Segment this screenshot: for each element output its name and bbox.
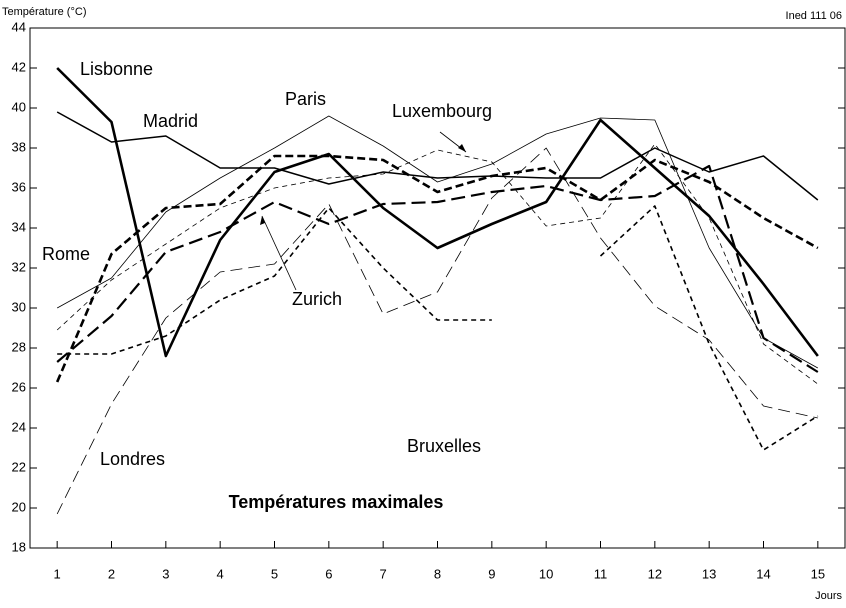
x-tick-label: 4 — [217, 566, 224, 581]
x-tick-label: 3 — [162, 566, 169, 581]
y-tick-label: 44 — [12, 19, 26, 34]
y-tick-label: 34 — [12, 219, 26, 234]
y-tick-label: 26 — [12, 379, 26, 394]
series-line — [56, 115, 819, 369]
series-label: Lisbonne — [80, 59, 153, 79]
y-tick-label: 32 — [12, 259, 26, 274]
luxembourg-arrowhead — [458, 144, 466, 152]
series-line — [57, 207, 492, 355]
source: Ined 111 06 — [786, 10, 842, 22]
series-label: Zurich — [292, 289, 342, 309]
y-tick-label: 36 — [12, 179, 26, 194]
series-label: Luxembourg — [392, 101, 492, 121]
x-tick-label: 7 — [380, 566, 387, 581]
x-axis-label: Jours — [815, 590, 842, 602]
series-line — [55, 154, 819, 383]
series-label: Paris — [285, 89, 326, 109]
y-tick-label: 22 — [12, 459, 26, 474]
x-tick-label: 8 — [434, 566, 441, 581]
series-line — [56, 143, 819, 385]
series-label: Bruxelles — [407, 436, 481, 456]
y-tick-label: 42 — [12, 59, 26, 74]
series-label: Madrid — [143, 111, 198, 131]
x-tick-label: 11 — [594, 566, 608, 581]
zurich-arrowhead — [260, 216, 265, 225]
y-tick-label: 38 — [12, 139, 26, 154]
series-line — [56, 111, 819, 201]
y-tick-label: 40 — [12, 99, 26, 114]
series-line — [56, 164, 819, 373]
x-tick-label: 12 — [648, 566, 662, 581]
series-label: Londres — [100, 449, 165, 469]
zurich-arrow — [261, 215, 297, 291]
y-axis-label: Température (°C) — [2, 6, 86, 18]
series-line — [56, 67, 819, 358]
y-tick-label: 28 — [12, 339, 26, 354]
chart-title: Températures maximales — [229, 492, 444, 512]
y-tick-label: 24 — [12, 419, 26, 434]
x-tick-label: 9 — [488, 566, 495, 581]
x-tick-label: 5 — [271, 566, 278, 581]
series-line — [599, 205, 819, 451]
x-tick-label: 1 — [54, 566, 61, 581]
y-tick-label: 18 — [12, 539, 26, 554]
y-tick-label: 30 — [12, 299, 26, 314]
x-tick-label: 6 — [325, 566, 332, 581]
x-tick-label: 14 — [756, 566, 770, 581]
x-tick-label: 15 — [811, 566, 825, 581]
y-tick-label: 20 — [12, 499, 26, 514]
x-tick-label: 10 — [539, 566, 553, 581]
series-line — [56, 147, 818, 515]
x-tick-label: 13 — [702, 566, 716, 581]
x-tick-label: 2 — [108, 566, 115, 581]
series-label: Rome — [42, 244, 90, 264]
